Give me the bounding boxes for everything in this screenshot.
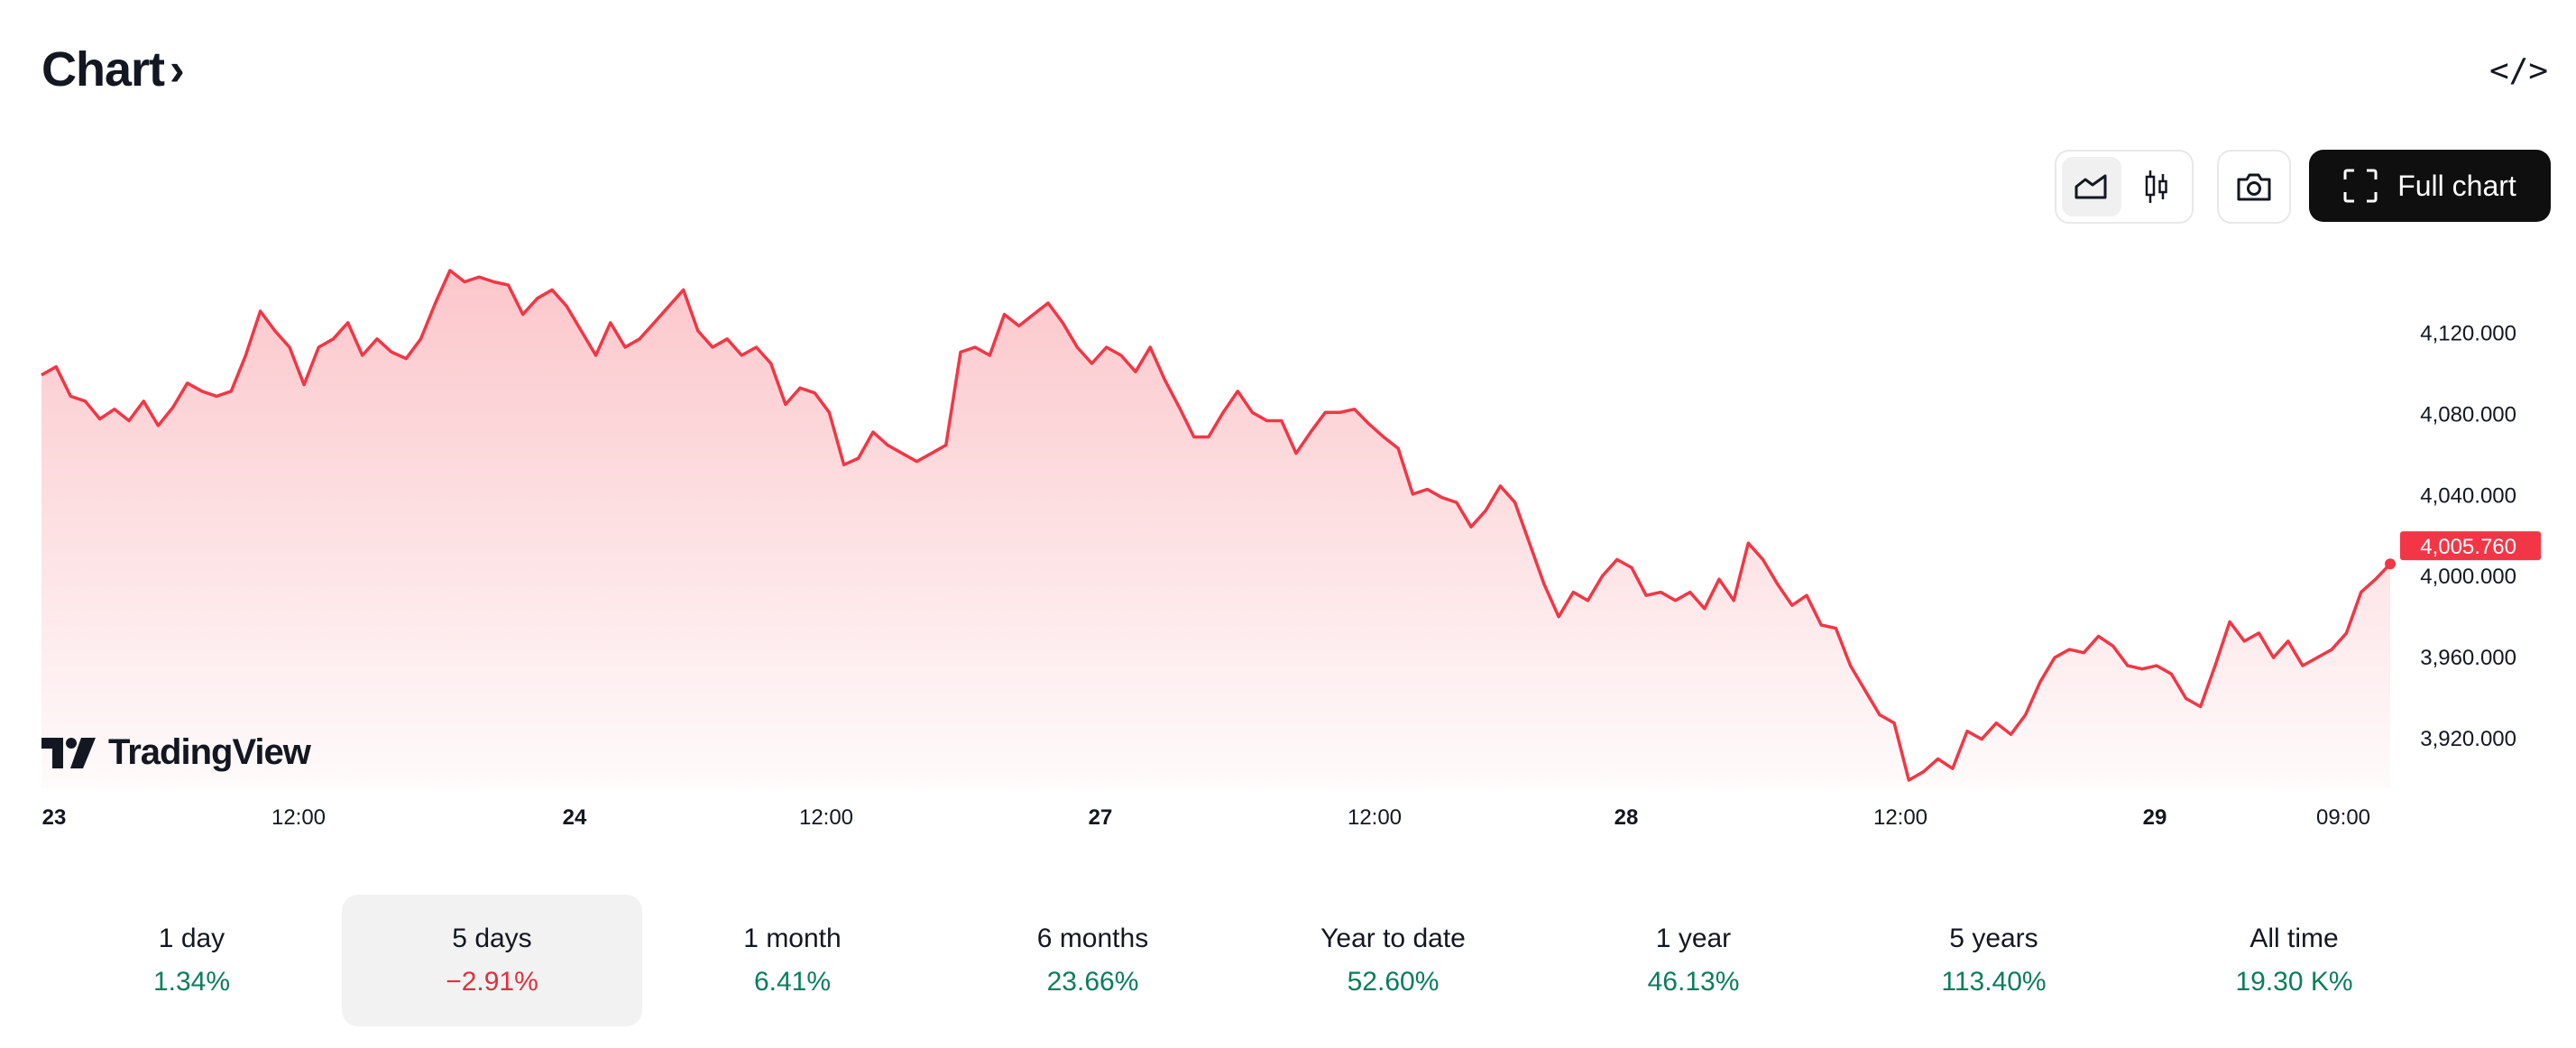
range-change: 19.30 K%	[2235, 967, 2353, 997]
full-chart-label: Full chart	[2397, 169, 2516, 202]
full-chart-button[interactable]: Full chart	[2309, 150, 2551, 222]
y-tick-label: 4,000.000	[2420, 565, 2516, 589]
tradingview-logo[interactable]: TradingView	[41, 732, 311, 773]
snapshot-button[interactable]	[2224, 157, 2284, 216]
x-tick-label: 12:00	[799, 805, 853, 830]
chevron-right-icon: ›	[170, 44, 185, 95]
range-change: 46.13%	[1647, 967, 1740, 997]
range-change: 23.66%	[1046, 967, 1139, 997]
range-tab-all-time[interactable]: All time 19.30 K%	[2144, 895, 2444, 1026]
range-change: 6.41%	[753, 967, 832, 997]
y-tick-label: 4,080.000	[2420, 402, 2516, 427]
embed-code-icon[interactable]: </>	[2489, 52, 2549, 89]
y-tick-label: 4,120.000	[2420, 322, 2516, 346]
fullscreen-icon	[2343, 169, 2378, 203]
range-tab-1-year[interactable]: 1 year 46.13%	[1543, 895, 1844, 1026]
chart-type-toggle	[2055, 150, 2194, 224]
y-tick-label: 3,920.000	[2420, 727, 2516, 751]
range-tabs: 1 day 1.34% 5 days −2.91% 1 month 6.41% 6 mont…	[41, 895, 2444, 1026]
x-tick-label: 12:00	[271, 805, 326, 830]
x-tick-label: 29	[2143, 805, 2167, 830]
range-change: −2.91%	[446, 967, 538, 997]
range-label: 1 year	[1655, 924, 1732, 953]
x-tick-label: 09:00	[2316, 805, 2370, 830]
range-change: 113.40%	[1941, 967, 2047, 997]
range-label: 5 days	[452, 924, 532, 953]
x-tick-label: 23	[42, 805, 67, 830]
range-label: Year to date	[1320, 924, 1466, 953]
candlestick-icon	[2145, 170, 2167, 203]
range-tab-1-day[interactable]: 1 day 1.34%	[41, 895, 342, 1026]
candlestick-button[interactable]	[2127, 157, 2186, 216]
last-price-tag: 4,005.760	[2400, 531, 2541, 561]
range-label: 1 month	[743, 924, 842, 953]
range-label: All time	[2249, 924, 2339, 953]
range-change: 1.34%	[152, 967, 231, 997]
range-tab-6-months[interactable]: 6 months 23.66%	[943, 895, 1243, 1026]
chart-title-link[interactable]: Chart ›	[41, 41, 185, 97]
area-chart-icon	[2075, 174, 2107, 199]
range-tab-year-to-date[interactable]: Year to date 52.60%	[1243, 895, 1543, 1026]
range-label: 6 months	[1036, 924, 1149, 953]
tradingview-logo-icon	[41, 737, 96, 768]
range-tab-5-days[interactable]: 5 days −2.91%	[342, 895, 642, 1026]
x-tick-label: 12:00	[1348, 805, 1402, 830]
range-label: 1 day	[158, 924, 225, 953]
logo-text: TradingView	[108, 732, 311, 772]
last-price-label: 4,005.760	[2420, 535, 2516, 559]
x-tick-label: 12:00	[1873, 805, 1927, 830]
price-area-fill	[41, 270, 2390, 788]
page-title: Chart	[41, 42, 165, 97]
range-label: 5 years	[1949, 924, 2038, 953]
range-tab-1-month[interactable]: 1 month 6.41%	[642, 895, 943, 1026]
price-line	[41, 269, 2392, 782]
y-tick-label: 3,960.000	[2420, 646, 2516, 670]
y-tick-label: 4,040.000	[2420, 483, 2516, 508]
x-tick-label: 24	[563, 805, 587, 830]
range-change: 52.60%	[1347, 967, 1440, 997]
x-tick-label: 27	[1089, 805, 1113, 830]
area-chart-button[interactable]	[2062, 157, 2121, 216]
price-chart[interactable]: 4,120.000 4,080.000 4,040.000 4,000.000 3,96…	[0, 0, 2576, 866]
last-price-dot	[2385, 558, 2396, 570]
x-tick-label: 28	[1615, 805, 1639, 830]
camera-icon	[2237, 173, 2271, 201]
snapshot-group	[2217, 150, 2291, 224]
range-tab-5-years[interactable]: 5 years 113.40%	[1844, 895, 2144, 1026]
